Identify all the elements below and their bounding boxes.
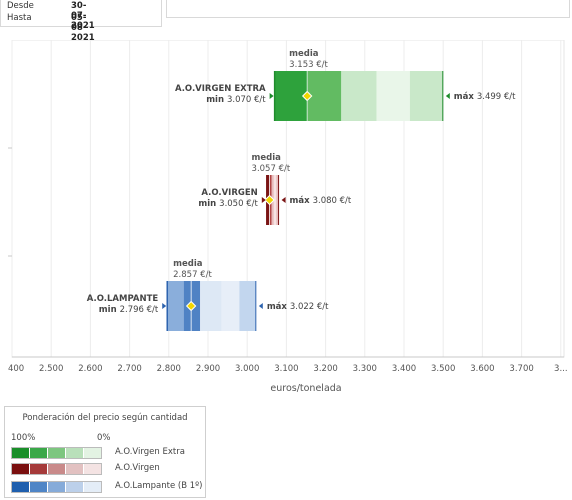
min-pointer	[162, 303, 167, 309]
x-tick-label: 3...	[554, 364, 568, 374]
series-name-label: A.O.LAMPANTE	[87, 294, 159, 304]
series-min-label: min 3.050 €/t	[198, 199, 258, 209]
x-tick-label: 2.800	[157, 364, 181, 374]
x-tick-label: 2.400	[8, 364, 24, 374]
x-tick-label: 2.700	[117, 364, 141, 374]
range-segment	[341, 71, 377, 121]
legend-swatch	[48, 482, 66, 492]
x-tick-label: 3.000	[235, 364, 259, 374]
legend-row-lampante: A.O.Lampante (B 1º)	[11, 481, 203, 493]
legend-swatches-virgen	[11, 463, 102, 475]
top-right-panel	[166, 0, 570, 18]
max-pointer	[445, 93, 450, 99]
legend-swatch	[30, 482, 48, 492]
series-mean-title: media	[252, 153, 282, 163]
legend-scale-low: 0%	[97, 433, 111, 443]
series-mean-value: 3.153 €/t	[289, 60, 328, 70]
desde-value[interactable]: 30-07-2021	[71, 1, 95, 31]
legend-swatch	[66, 464, 84, 474]
series-mean-value: 3.057 €/t	[252, 164, 291, 174]
legend-swatch	[84, 464, 101, 474]
legend-swatch	[12, 482, 30, 492]
x-tick-label: 3.700	[509, 364, 533, 374]
series-mean-title: media	[289, 49, 319, 59]
x-tick-label: 3.200	[313, 364, 337, 374]
max-pointer	[281, 197, 286, 203]
hasta-value[interactable]: 05-08-2021	[71, 13, 95, 43]
x-tick-label: 3.600	[470, 364, 494, 374]
series-mean-value: 2.857 €/t	[173, 270, 212, 280]
legend-label-lampante: A.O.Lampante (B 1º)	[115, 481, 203, 491]
x-tick-label: 3.300	[353, 364, 377, 374]
legend-swatch	[66, 482, 84, 492]
legend-label-virgen: A.O.Virgen	[115, 463, 160, 473]
range-segment	[167, 281, 184, 331]
legend-swatches-lampante	[11, 481, 102, 493]
series-min-label: min 2.796 €/t	[99, 305, 159, 315]
series-max-label: máx 3.080 €/t	[290, 196, 352, 206]
legend-swatch	[48, 448, 66, 458]
mean-marker	[301, 90, 313, 102]
price-range-chart: 2.400 2.500 2.600 2.700 2.800 2.900 3.000 3.100…	[0, 39, 570, 398]
series-max-label: máx 3.022 €/t	[267, 302, 329, 312]
range-segment	[273, 175, 277, 225]
x-tick-label: 3.500	[431, 364, 455, 374]
legend-swatches-virgen-extra	[11, 447, 102, 459]
legend-swatch	[48, 464, 66, 474]
legend-scale-high: 100%	[11, 433, 36, 443]
legend-swatch	[84, 482, 101, 492]
legend-swatch	[84, 448, 101, 458]
series-name-label: A.O.VIRGEN EXTRA	[175, 84, 266, 94]
series-min-label: min 3.070 €/t	[206, 95, 266, 105]
range-segment	[409, 71, 443, 121]
chart-svg: 2.400 2.500 2.600 2.700 2.800 2.900 3.000 3.100…	[0, 39, 568, 394]
date-range-panel: Desde 30-07-2021 Hasta 05-08-2021	[0, 0, 162, 43]
mean-marker	[264, 194, 275, 206]
range-segment	[376, 71, 410, 121]
x-tick-label: 2.500	[39, 364, 63, 374]
legend-title: Ponderación del precio según cantidad	[22, 413, 188, 423]
legend-row-virgen-extra: A.O.Virgen Extra	[11, 447, 201, 459]
x-tick-label: 2.600	[78, 364, 102, 374]
legend-swatch	[30, 464, 48, 474]
series-mean-title: media	[173, 259, 203, 269]
x-axis-label: euros/tonelada	[270, 383, 341, 394]
x-tick-label: 2.900	[196, 364, 220, 374]
x-tick-label: 3.400	[392, 364, 416, 374]
desde-label: Desde	[7, 1, 34, 11]
legend-row-virgen: A.O.Virgen	[11, 463, 201, 475]
range-segment	[239, 281, 256, 331]
range-segment	[307, 71, 342, 121]
hasta-label: Hasta	[7, 13, 32, 23]
max-pointer	[258, 303, 263, 309]
legend-swatch	[30, 448, 48, 458]
legend-swatch	[12, 464, 30, 474]
legend-swatch	[66, 448, 84, 458]
range-segment	[221, 281, 240, 331]
min-pointer	[269, 93, 274, 99]
mean-marker	[185, 300, 197, 312]
legend-panel: Ponderación del precio según cantidad 10…	[4, 406, 206, 498]
legend-swatch	[12, 448, 30, 458]
range-segment	[200, 281, 222, 331]
series-max-label: máx 3.499 €/t	[454, 92, 516, 102]
x-tick-label: 3.100	[274, 364, 298, 374]
min-pointer	[261, 197, 266, 203]
legend-label-virgen-extra: A.O.Virgen Extra	[115, 447, 185, 457]
series-name-label: A.O.VIRGEN	[201, 188, 257, 198]
range-segment	[276, 175, 279, 225]
